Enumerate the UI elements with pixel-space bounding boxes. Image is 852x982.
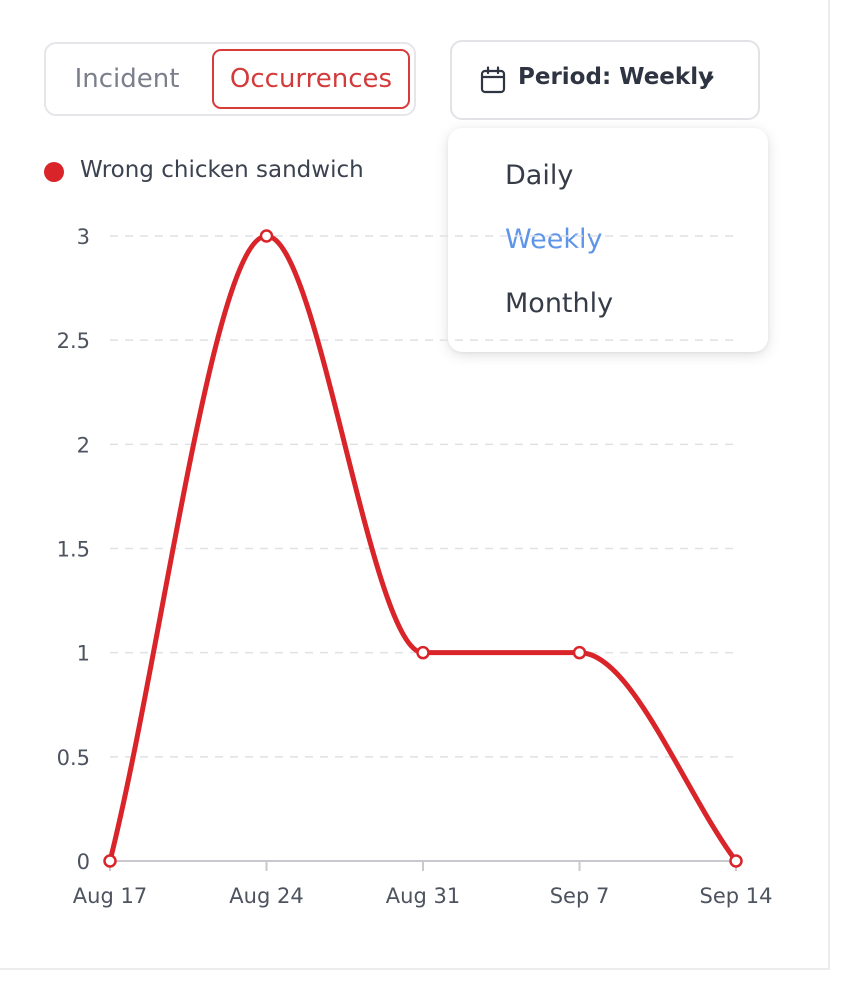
incident-tab[interactable]: Incident	[74, 64, 180, 94]
y-tick-label: 1	[77, 642, 90, 666]
occurrences-tab[interactable]: Occurrences	[212, 49, 410, 109]
legend-label[interactable]: Wrong chicken sandwich	[80, 157, 364, 183]
chevron-down-icon	[700, 75, 714, 84]
y-tick-label: 0.5	[57, 746, 90, 770]
data-point	[729, 854, 743, 868]
data-point	[259, 229, 274, 243]
y-tick-label: 3	[77, 225, 90, 249]
x-tick-label: Sep 14	[700, 884, 773, 908]
data-point	[416, 645, 430, 660]
view-toggle: Incident Occurrences	[44, 42, 416, 116]
legend-marker	[44, 162, 64, 182]
data-point	[572, 645, 587, 660]
x-tick-label: Aug 31	[386, 884, 460, 908]
card-border-bottom	[0, 968, 830, 970]
card-border	[828, 0, 830, 968]
y-tick-label: 2	[77, 433, 90, 457]
period-option-daily[interactable]: Daily	[505, 160, 574, 191]
period-select-button[interactable]: Period: Weekly	[450, 40, 760, 120]
period-dropdown-menu: Daily Weekly Monthly	[448, 128, 768, 352]
period-label: Period: Weekly	[518, 64, 714, 90]
y-tick-label: 2.5	[57, 329, 90, 353]
period-option-monthly[interactable]: Monthly	[505, 288, 614, 319]
y-tick-label: 1.5	[57, 538, 90, 562]
x-tick-label: Aug 24	[229, 884, 303, 908]
period-option-weekly[interactable]: Weekly	[505, 224, 603, 255]
calendar-icon	[480, 66, 506, 94]
x-tick-label: Aug 17	[73, 884, 147, 908]
series-line	[107, 233, 739, 864]
data-point	[103, 854, 117, 868]
x-tick-label: Sep 7	[550, 884, 610, 908]
y-tick-label: 0	[77, 850, 90, 874]
